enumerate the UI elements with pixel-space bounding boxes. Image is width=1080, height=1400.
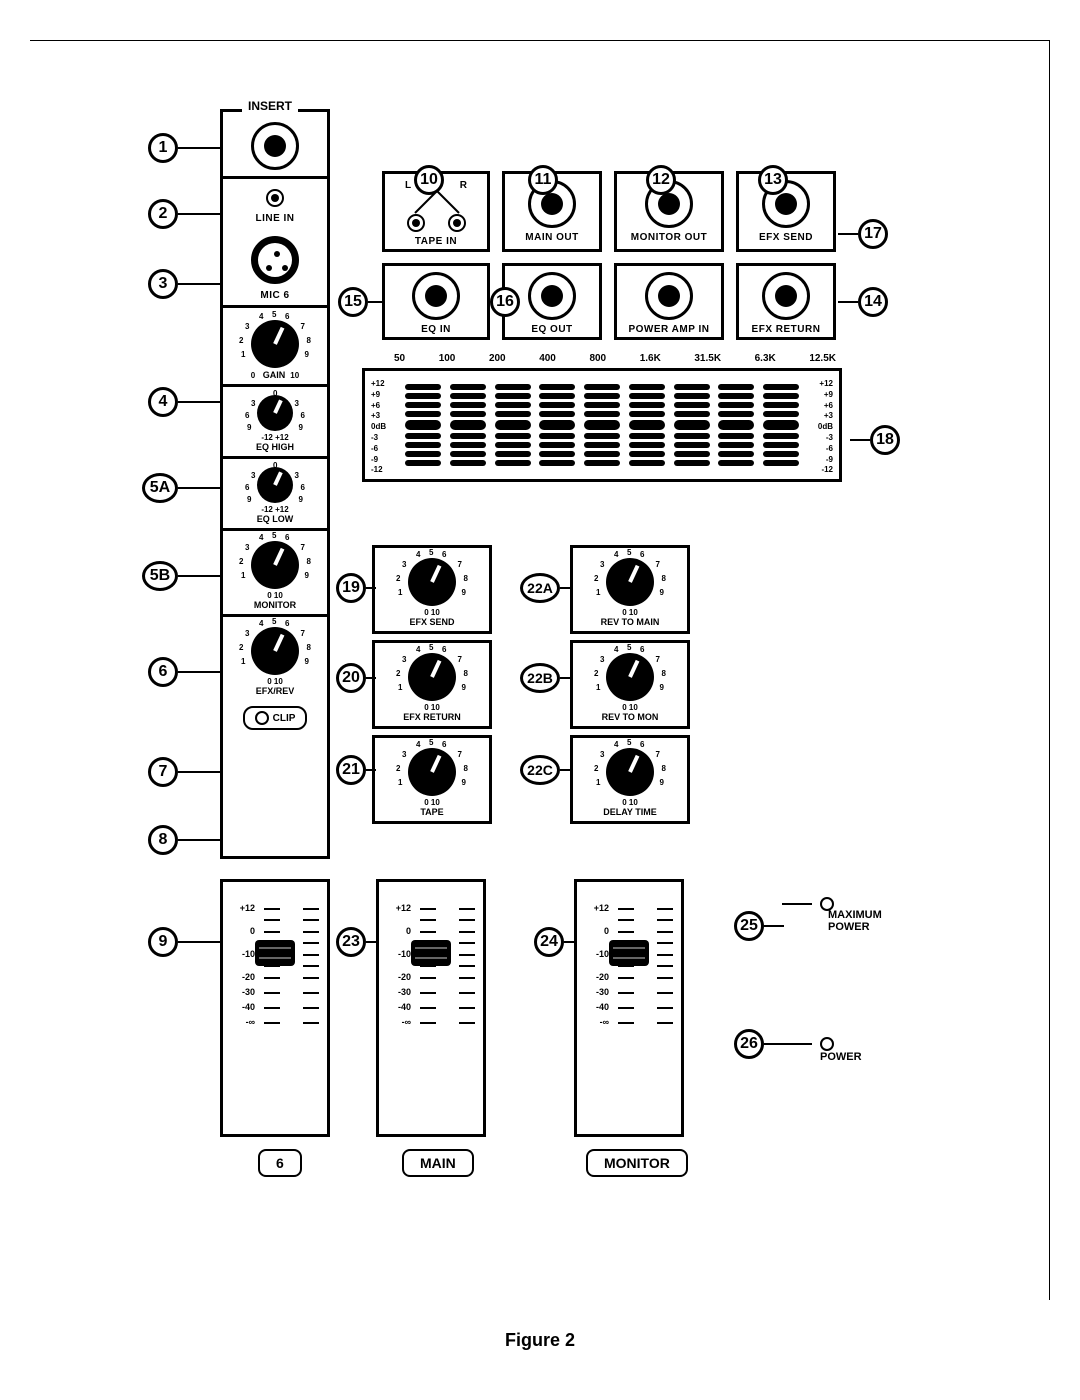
rev-mon-knob[interactable] bbox=[606, 653, 654, 701]
main-fader[interactable]: +120-10-20-30-40-∞ bbox=[376, 879, 486, 1137]
callout-26: 26 bbox=[734, 1029, 784, 1059]
mic-label: MIC 6 bbox=[223, 290, 327, 301]
line-in-label: LINE IN bbox=[223, 213, 327, 224]
callout-13: 13 bbox=[758, 165, 788, 195]
callout-22a: 22A bbox=[520, 573, 572, 603]
callout-23: 23 bbox=[336, 927, 378, 957]
callout-10: 10 bbox=[414, 165, 444, 195]
efx-send-knob[interactable] bbox=[408, 558, 456, 606]
callout-7: 7 bbox=[148, 757, 222, 787]
callout-5b: 5B bbox=[142, 561, 222, 591]
insert-jack bbox=[251, 122, 299, 170]
callout-19: 19 bbox=[336, 573, 376, 603]
efxrev-knob[interactable] bbox=[251, 627, 299, 675]
callout-24: 24 bbox=[534, 927, 576, 957]
callout-9: 9 bbox=[148, 927, 222, 957]
callout-25: 25 bbox=[734, 911, 784, 941]
io-bottom-row: EQ IN EQ OUT POWER AMP IN EFX RETURN bbox=[382, 263, 836, 340]
tape-knob[interactable] bbox=[408, 748, 456, 796]
callout-15: 15 bbox=[338, 287, 384, 317]
callout-8: 8 bbox=[148, 825, 222, 855]
monitor-knob[interactable] bbox=[251, 541, 299, 589]
callout-3: 3 bbox=[148, 269, 222, 299]
monitor-fader-label: MONITOR bbox=[586, 1149, 688, 1177]
efx-return-box: EFX RETURN bbox=[736, 263, 836, 340]
callout-4: 4 bbox=[148, 387, 222, 417]
line-in-jack bbox=[266, 189, 284, 207]
callout-16: 16 bbox=[490, 287, 520, 317]
monitor-fader[interactable]: +120-10-20-30-40-∞ bbox=[574, 879, 684, 1137]
callout-14: 14 bbox=[838, 287, 888, 317]
clip-indicator: CLIP bbox=[243, 706, 308, 730]
callout-5a: 5A bbox=[142, 473, 222, 503]
rev-main-knob[interactable] bbox=[606, 558, 654, 606]
callout-20: 20 bbox=[336, 663, 376, 693]
callout-22c: 22C bbox=[520, 755, 572, 785]
callout-18: 18 bbox=[850, 425, 900, 455]
eq-high-knob[interactable] bbox=[257, 395, 293, 431]
master-col-2: 4563728190 10REV TO MAIN 4563728190 10RE… bbox=[570, 545, 690, 824]
channel-fader-label: 6 bbox=[258, 1149, 302, 1177]
max-power-led bbox=[782, 897, 834, 911]
callout-21: 21 bbox=[336, 755, 376, 785]
main-fader-label: MAIN bbox=[402, 1149, 474, 1177]
callout-17: 17 bbox=[838, 219, 888, 249]
callout-1: 1 bbox=[148, 133, 222, 163]
callout-6: 6 bbox=[148, 657, 222, 687]
callout-2: 2 bbox=[148, 199, 222, 229]
master-col-1: 4563728190 10EFX SEND 4563728190 10EFX R… bbox=[372, 545, 492, 824]
channel-fader[interactable]: +120-10-20-30-40-∞ bbox=[220, 879, 330, 1137]
eq-in-box: EQ IN bbox=[382, 263, 490, 340]
diagram-page: INSERT LINE IN MIC 6 456 37 28 19 bbox=[30, 40, 1050, 1300]
delay-knob[interactable] bbox=[606, 748, 654, 796]
xlr-jack bbox=[251, 236, 299, 284]
channel-strip-panel: LINE IN MIC 6 456 37 28 19 0 GAIN 10 bbox=[220, 109, 330, 859]
graphic-eq: 501002004008001.6K31.5K6.3K12.5K +12+9+6… bbox=[362, 353, 842, 482]
power-amp-in-box: POWER AMP IN bbox=[614, 263, 724, 340]
power-led bbox=[782, 1037, 834, 1051]
efx-return-knob[interactable] bbox=[408, 653, 456, 701]
gain-knob[interactable] bbox=[251, 320, 299, 368]
callout-12: 12 bbox=[646, 165, 676, 195]
callout-22b: 22B bbox=[520, 663, 572, 693]
callout-11: 11 bbox=[528, 165, 558, 195]
figure-caption: Figure 2 bbox=[30, 1330, 1050, 1351]
insert-label: INSERT bbox=[242, 99, 298, 113]
eq-low-knob[interactable] bbox=[257, 467, 293, 503]
